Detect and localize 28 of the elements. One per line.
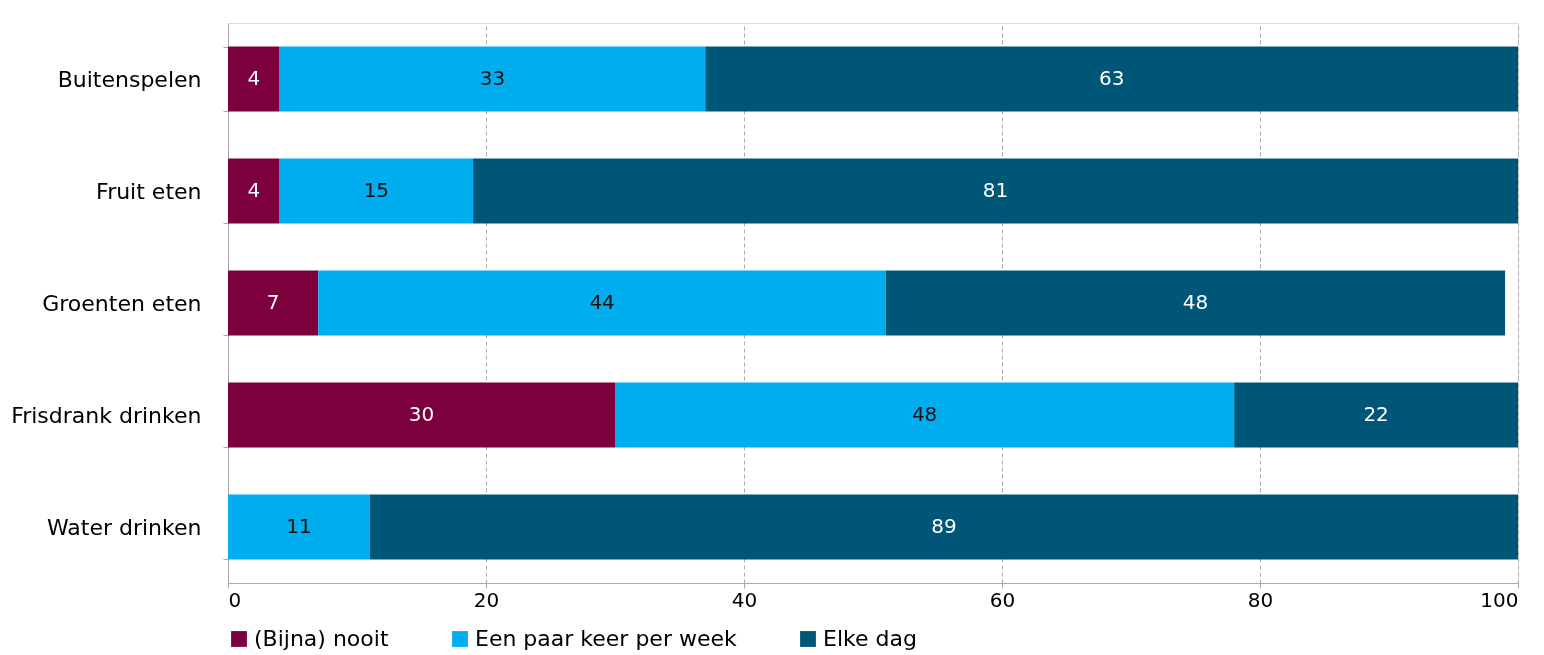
y-tick-label: Buitenspelen	[57, 66, 202, 92]
y-tick-label: Frisdrank drinken	[11, 402, 202, 428]
legend-label: (Bijna) nooit	[254, 626, 389, 651]
x-tick-label: 80	[1247, 587, 1274, 612]
x-tick-label: 40	[731, 587, 758, 612]
data-label: 22	[1363, 402, 1389, 426]
y-tick-label: Groenten eten	[42, 290, 202, 316]
x-tick-label: 60	[989, 587, 1016, 612]
data-label: 48	[1182, 290, 1209, 314]
legend-label: Een paar keer per week	[475, 626, 737, 651]
data-label: 89	[931, 514, 957, 538]
data-label: 7	[266, 290, 280, 314]
x-tick-label: 0	[228, 587, 242, 612]
data-label: 30	[408, 402, 435, 426]
data-label: 4	[247, 178, 261, 202]
data-label: 48	[911, 402, 938, 426]
data-label: 4	[247, 66, 261, 90]
data-label: 63	[1098, 66, 1125, 90]
data-label: 11	[286, 514, 312, 538]
data-label: 44	[589, 290, 615, 314]
legend-label: Elke dag	[823, 626, 917, 651]
data-label: 33	[479, 66, 506, 90]
x-tick-label: 100	[1480, 587, 1519, 612]
y-tick-label: Fruit eten	[96, 178, 202, 204]
y-tick-label: Water drinken	[46, 514, 202, 540]
data-label: 15	[363, 178, 390, 202]
data-label: 81	[982, 178, 1009, 202]
x-tick-label: 20	[473, 587, 500, 612]
